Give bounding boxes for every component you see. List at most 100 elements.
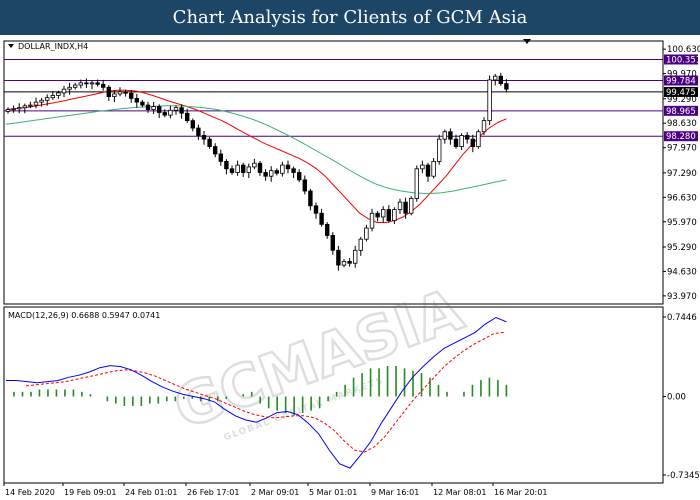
candle-body	[84, 82, 89, 85]
candle-body	[364, 227, 369, 240]
candle-body	[302, 179, 307, 192]
candle-body	[89, 82, 95, 85]
price-tick-label: 95.290	[667, 243, 697, 253]
candle-body	[492, 75, 498, 81]
level-tag	[664, 75, 698, 86]
candle-body	[145, 104, 151, 110]
candle-body	[464, 135, 470, 140]
candle-body	[151, 106, 156, 110]
time-tick-label: 5 Mar 01:01	[309, 488, 357, 497]
candle-body	[218, 153, 223, 162]
candle-body	[73, 84, 78, 88]
time-axis: 14 Feb 2020 19 Feb 09:01 24 Feb 01:01 26 Fe…	[3, 483, 547, 497]
candle-body	[436, 138, 442, 162]
candle-body	[336, 249, 341, 266]
price-tick-label: 94.630	[667, 267, 697, 277]
candle-body	[134, 98, 139, 103]
candle-body	[487, 79, 492, 122]
candle-body	[61, 88, 67, 94]
candle-body	[252, 162, 257, 168]
current-price-tag	[664, 86, 698, 97]
chart-area: GCMASIA GLOBAL CAPITAL MARKETS DOLLAR_IN…	[0, 35, 700, 500]
time-tick-label: 19 Feb 09:01	[64, 488, 116, 497]
candle-body	[224, 160, 229, 170]
candle-body	[168, 109, 173, 116]
candle-body	[78, 82, 83, 86]
macd-tick-label: -0.7345	[667, 471, 700, 481]
candle-body	[476, 131, 481, 147]
symbol-menu-icon[interactable]	[8, 44, 14, 48]
macd-axis: 0.7446 0.00 -0.7345	[663, 313, 700, 481]
candle-body	[442, 131, 447, 140]
candle-body	[39, 99, 44, 103]
candle-body	[162, 112, 167, 116]
candle-body	[392, 209, 397, 222]
candle-body	[128, 92, 134, 99]
candle-body	[28, 104, 33, 107]
candle-body	[22, 105, 27, 109]
candle-body	[296, 172, 302, 181]
candle-body	[308, 190, 313, 207]
candle-body	[106, 86, 111, 97]
candle-body	[498, 75, 503, 84]
time-tick-label: 16 Mar 20:01	[494, 488, 547, 497]
candle-body	[240, 164, 246, 173]
candle-body	[375, 212, 380, 218]
price-tick-label: 99.290	[667, 95, 697, 105]
ma-red-line	[5, 89, 507, 223]
candle-body	[201, 135, 207, 140]
current-price-label: 99.475	[666, 88, 696, 98]
candle-body	[431, 160, 436, 177]
candle-body	[352, 249, 358, 264]
candle-body	[347, 261, 352, 264]
candle-body	[207, 138, 212, 147]
time-tick-label: 12 Mar 08:01	[433, 488, 486, 497]
candle-body	[408, 198, 414, 214]
candle-body	[448, 131, 453, 140]
price-tick-label: 100.630	[667, 45, 700, 55]
candle-body	[285, 164, 291, 170]
candle-body	[414, 168, 419, 199]
candle-body	[101, 83, 106, 88]
candle-body	[280, 164, 285, 174]
level-lines: 100.351 99.784 98.965 98.280 99.475	[4, 54, 700, 142]
macd-line	[6, 316, 507, 469]
price-tick-label: 96.630	[667, 193, 697, 203]
candle-body	[453, 138, 459, 147]
candle-body	[459, 135, 464, 147]
candle-body	[156, 106, 162, 113]
candle-body	[140, 101, 145, 106]
candle-body	[386, 209, 391, 222]
candle-body	[11, 108, 16, 111]
candle-body	[112, 93, 117, 97]
candle-body	[246, 166, 251, 173]
symbol-label: DOLLAR_INDX,H4	[18, 42, 88, 51]
candle-body	[341, 261, 347, 266]
ma-green-line	[5, 105, 507, 195]
time-tick-label: 14 Feb 2020	[5, 488, 55, 497]
candle-body	[268, 170, 274, 177]
time-tick-label: 2 Mar 09:01	[251, 488, 299, 497]
candle-body	[481, 120, 487, 133]
candle-body	[212, 146, 218, 155]
candle-body	[380, 209, 386, 218]
candle-body	[425, 164, 431, 177]
level-tag-label: 98.965	[666, 107, 696, 117]
candle-body	[5, 109, 11, 112]
level-tag-label: 99.784	[666, 76, 696, 86]
candle-body	[403, 201, 408, 214]
candle-body	[257, 162, 263, 173]
candle-body	[190, 120, 195, 129]
macd-lines	[6, 316, 507, 469]
candle-body	[274, 170, 279, 174]
macd-tick-label: 0.7446	[667, 313, 697, 323]
candle-body	[229, 168, 235, 173]
chart-shift-marker	[523, 39, 531, 44]
price-tick-label: 99.970	[667, 70, 697, 80]
candle-body	[330, 235, 335, 251]
candle-body	[33, 101, 39, 106]
candle-body	[263, 172, 268, 177]
candle-body	[50, 95, 55, 99]
macd-histogram	[13, 365, 508, 416]
candle-body	[123, 91, 128, 94]
